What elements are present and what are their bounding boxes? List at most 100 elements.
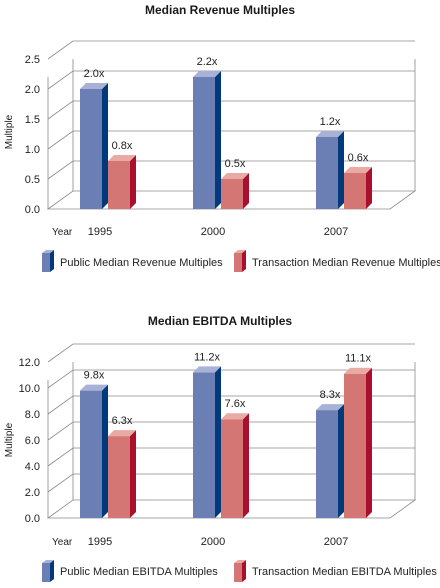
chart2-bar <box>80 390 102 518</box>
chart1-y-tick-label: 0.0 <box>25 204 40 216</box>
chart2-bar-top <box>344 367 372 374</box>
chart2-category-label: 2000 <box>201 536 225 548</box>
chart1-data-label: 2.2x <box>197 56 218 68</box>
chart1-legend-swatch-side <box>242 250 246 272</box>
chart1-category-label: 2000 <box>201 226 225 238</box>
chart2-bar <box>344 373 366 518</box>
chart2-bar-top <box>193 366 221 373</box>
chart1-bar <box>80 89 102 209</box>
chart1-data-label: 2.0x <box>84 68 105 80</box>
chart1-gridline <box>47 70 415 90</box>
chart2-bar-top <box>316 404 344 411</box>
chart1-bar <box>108 161 130 209</box>
chart1-bar-top <box>108 155 136 161</box>
chart2-bar <box>316 410 338 518</box>
chart1-bar <box>344 173 366 209</box>
chart2-gridline <box>47 473 415 493</box>
chart2-legend-label: Public Median EBITDA Multiples <box>60 566 218 578</box>
chart2-bar <box>193 372 215 518</box>
chart2-y-axis-label: Multiple <box>4 422 15 457</box>
chart2-legend-swatch-side <box>242 560 246 582</box>
chart2-legend-swatch <box>42 563 50 582</box>
chart1-bar <box>193 77 215 209</box>
chart1-legend-swatch-top <box>42 250 54 253</box>
chart1-bar-side <box>102 83 108 209</box>
chart2-y-tick-label: 6.0 <box>25 435 40 447</box>
chart2-x-axis-label: Year <box>52 537 73 548</box>
chart1-bar-side <box>366 167 372 209</box>
chart1-y-tick-label: 2.0 <box>25 84 40 96</box>
chart2-bar <box>108 436 130 518</box>
chart2-y-tick-label: 10.0 <box>19 383 40 395</box>
chart2-bar-side <box>102 384 108 518</box>
chart1-bar-top <box>193 71 221 77</box>
chart1-legend-swatch-top <box>234 250 246 253</box>
chart1-y-tick-label: 1.0 <box>25 144 40 156</box>
chart1-y-tick-label: 2.5 <box>25 54 40 66</box>
chart1-legend-swatch-side <box>50 250 54 272</box>
chart2-y-tick-label: 12.0 <box>19 357 40 369</box>
chart2-bar <box>221 419 243 518</box>
chart1-legend-label: Transaction Median Revenue Multiples <box>252 257 440 269</box>
chart1-legend-swatch <box>234 253 242 272</box>
chart2-data-label: 8.3x <box>320 389 341 401</box>
chart1-gridline <box>47 160 415 180</box>
chart2-data-label: 6.3x <box>112 415 133 427</box>
chart1-bar-top <box>316 131 344 137</box>
chart2-data-label: 11.2x <box>194 351 221 363</box>
chart1-gridline <box>47 40 415 60</box>
chart2-data-label: 11.1x <box>345 353 372 365</box>
chart2-data-label: 9.8x <box>84 370 105 382</box>
chart2-bar-side <box>130 430 136 518</box>
chart1-x-axis-label: Year <box>52 227 73 238</box>
chart1-y-tick-label: 1.5 <box>25 114 40 126</box>
chart2-legend-swatch-top <box>234 560 246 563</box>
chart1-bar <box>221 179 243 209</box>
chart1-gridline <box>47 100 415 120</box>
chart1-gridline <box>47 130 415 150</box>
chart2-y-tick-label: 2.0 <box>25 487 40 499</box>
chart1-bar-top <box>344 167 372 173</box>
chart2-bar-top <box>80 384 108 391</box>
chart1-category-label: 1995 <box>88 226 112 238</box>
chart1-bar-side <box>243 173 249 209</box>
chart1-title: Median Revenue Multiples <box>145 3 295 17</box>
chart1-data-label: 0.8x <box>112 140 133 152</box>
chart1-data-label: 1.2x <box>320 116 341 128</box>
chart1-bar <box>316 137 338 209</box>
chart2-bar-top <box>108 430 136 437</box>
chart1-bar-top <box>80 83 108 89</box>
chart2-bar-side <box>215 366 221 518</box>
chart1-data-label: 0.5x <box>225 158 246 170</box>
chart2-data-label: 7.6x <box>225 398 246 410</box>
chart1-category-label: 2007 <box>324 226 348 238</box>
chart2-bar-side <box>338 404 344 518</box>
chart2-gridline <box>47 369 415 389</box>
chart2-bar-side <box>243 413 249 518</box>
chart1-data-label: 0.6x <box>348 152 369 164</box>
chart2-bar-side <box>366 367 372 518</box>
chart2-legend-swatch-side <box>50 560 54 582</box>
chart1-legend-label: Public Median Revenue Multiples <box>60 257 223 269</box>
chart2-gridline <box>47 447 415 467</box>
chart2-category-label: 2007 <box>324 536 348 548</box>
chart2-category-label: 1995 <box>88 536 112 548</box>
chart2-gridline <box>47 421 415 441</box>
chart1-legend-swatch <box>42 253 50 272</box>
chart1-bar-top <box>221 173 249 179</box>
chart1-y-tick-label: 0.5 <box>25 174 40 186</box>
chart2-legend-label: Transaction Median EBITDA Multiples <box>252 566 437 578</box>
chart2-y-tick-label: 4.0 <box>25 461 40 473</box>
chart2-y-tick-label: 8.0 <box>25 409 40 421</box>
chart2-legend-swatch <box>234 563 242 582</box>
chart1-bar-side <box>130 155 136 209</box>
chart2-gridline <box>47 395 415 415</box>
chart2-legend-swatch-top <box>42 560 54 563</box>
chart2-title: Median EBITDA Multiples <box>148 314 293 328</box>
chart1-bar-side <box>215 71 221 209</box>
chart1-bar-side <box>338 131 344 209</box>
chart2-gridline <box>47 343 415 363</box>
chart2-y-tick-label: 0.0 <box>25 513 40 525</box>
chart1-y-axis-label: Multiple <box>4 114 15 149</box>
